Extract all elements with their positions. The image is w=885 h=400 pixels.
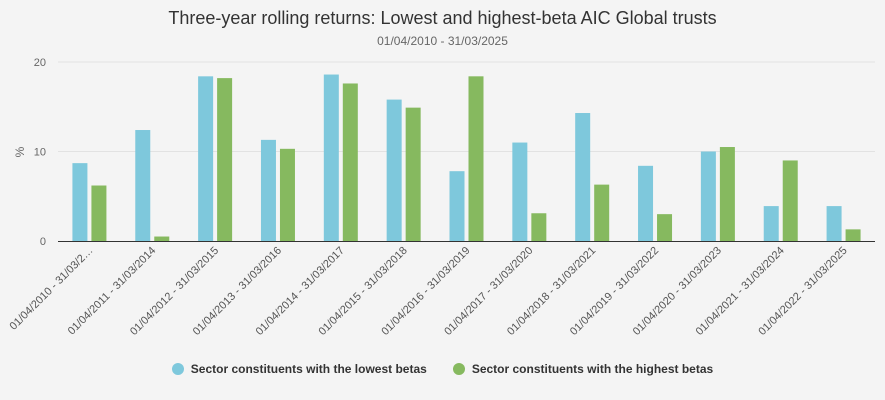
bar-highest-betas[interactable] bbox=[279, 148, 295, 241]
bar-lowest-betas[interactable] bbox=[449, 171, 465, 241]
bar-lowest-betas[interactable] bbox=[323, 74, 339, 241]
chart-title: Three-year rolling returns: Lowest and h… bbox=[168, 8, 717, 28]
legend-swatch-highest-betas bbox=[452, 363, 465, 375]
bar-lowest-betas[interactable] bbox=[512, 142, 528, 241]
bar-lowest-betas[interactable] bbox=[72, 163, 88, 241]
bar-highest-betas[interactable] bbox=[154, 236, 170, 241]
legend-swatch-lowest-betas bbox=[171, 363, 184, 375]
legend-item-lowest-betas[interactable]: Sector constituents with the lowest beta… bbox=[171, 362, 427, 376]
y-axis-label: % bbox=[13, 146, 27, 157]
bar-highest-betas[interactable] bbox=[342, 83, 358, 241]
bar-highest-betas[interactable] bbox=[405, 107, 421, 242]
legend-label-highest-betas: Sector constituents with the highest bet… bbox=[471, 362, 714, 376]
bar-lowest-betas[interactable] bbox=[386, 99, 402, 241]
legend-item-highest-betas[interactable]: Sector constituents with the highest bet… bbox=[452, 362, 714, 376]
bar-lowest-betas[interactable] bbox=[700, 151, 716, 242]
bar-highest-betas[interactable] bbox=[217, 78, 233, 241]
bar-highest-betas[interactable] bbox=[594, 184, 610, 241]
legend-label-lowest-betas: Sector constituents with the lowest beta… bbox=[190, 362, 427, 376]
y-tick-label: 10 bbox=[34, 147, 46, 159]
bar-highest-betas[interactable] bbox=[845, 229, 861, 241]
y-tick-label: 20 bbox=[34, 57, 46, 69]
chart-subtitle: 01/04/2010 - 31/03/2025 bbox=[377, 34, 508, 48]
bar-highest-betas[interactable] bbox=[657, 214, 673, 241]
bar-highest-betas[interactable] bbox=[531, 213, 547, 241]
bar-highest-betas[interactable] bbox=[468, 76, 484, 241]
bar-highest-betas[interactable] bbox=[91, 185, 107, 241]
bar-lowest-betas[interactable] bbox=[198, 76, 214, 241]
bar-lowest-betas[interactable] bbox=[575, 113, 591, 241]
bar-lowest-betas[interactable] bbox=[638, 165, 654, 241]
bar-lowest-betas[interactable] bbox=[135, 130, 151, 241]
bar-highest-betas[interactable] bbox=[782, 160, 798, 241]
bar-highest-betas[interactable] bbox=[719, 147, 735, 241]
chart-legend: Sector constituents with the lowest beta… bbox=[0, 362, 885, 376]
bar-lowest-betas[interactable] bbox=[763, 206, 779, 241]
bar-lowest-betas[interactable] bbox=[826, 206, 842, 241]
y-tick-label: 0 bbox=[40, 236, 46, 248]
bar-lowest-betas[interactable] bbox=[260, 139, 276, 241]
